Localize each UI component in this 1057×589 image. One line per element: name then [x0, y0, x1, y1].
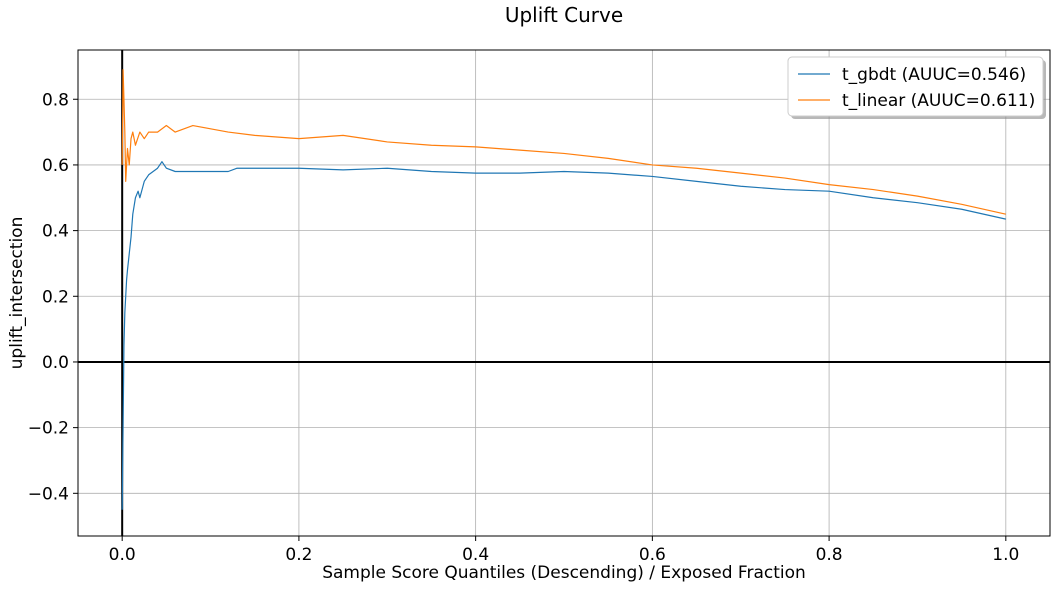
y-tick-label: −0.4 — [28, 484, 69, 504]
chart-title: Uplift Curve — [505, 3, 623, 27]
series-line-t-linear — [121, 69, 1006, 215]
y-tick-label: 0.2 — [42, 287, 69, 307]
x-tick-label: 0.0 — [109, 545, 136, 565]
y-axis-label: uplift_intersection — [7, 217, 27, 370]
x-tick-label: 1.0 — [992, 545, 1019, 565]
x-tick-label: 0.6 — [639, 545, 666, 565]
legend: t_gbdt (AUUC=0.546) t_linear (AUUC=0.611… — [787, 56, 1046, 119]
y-tick-label: 0.8 — [42, 90, 69, 110]
x-axis-label: Sample Score Quantiles (Descending) / Ex… — [322, 563, 806, 583]
reference-lines — [78, 50, 1050, 536]
legend-label-t-linear: t_linear (AUUC=0.611) — [842, 91, 1035, 111]
legend-label-t-gbdt: t_gbdt (AUUC=0.546) — [842, 65, 1026, 85]
x-axis-ticks: 0.0 0.2 0.4 0.6 0.8 1.0 — [109, 536, 1019, 565]
legend-box — [787, 56, 1044, 117]
x-tick-label: 0.2 — [285, 545, 312, 565]
y-tick-label: −0.2 — [28, 419, 69, 439]
x-tick-label: 0.4 — [462, 545, 489, 565]
x-tick-label: 0.8 — [816, 545, 843, 565]
series-line-t-gbdt — [121, 161, 1006, 510]
y-tick-label: 0.6 — [42, 156, 69, 176]
plot-frame — [77, 49, 1051, 537]
y-tick-label: 0.0 — [42, 353, 69, 373]
series-lines — [121, 69, 1006, 510]
grid — [78, 50, 1050, 536]
y-tick-label: 0.4 — [42, 222, 69, 242]
y-axis-ticks: −0.4 −0.2 0.0 0.2 0.4 0.6 0.8 — [28, 90, 78, 504]
